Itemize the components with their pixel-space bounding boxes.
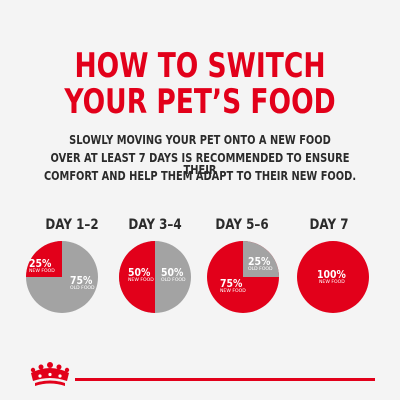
new-food-text: NEW FOOD — [220, 289, 246, 294]
pie-chart-4 — [297, 241, 369, 313]
new-food-percent: 25% — [29, 257, 52, 270]
royal-canin-crown-icon — [27, 359, 73, 387]
day-label-2: DAY 3–4 — [128, 217, 182, 233]
pie-day-7: 100% NEW FOOD — [297, 241, 369, 313]
new-food-percent: 50% — [128, 266, 151, 279]
intro-line-2: OVER AT LEAST 7 DAYS IS RECOMMENDED TO E… — [50, 151, 350, 177]
pie-chart-2 — [119, 241, 191, 313]
old-food-percent: 75% — [70, 274, 93, 287]
day-label-3: DAY 5–6 — [215, 217, 269, 233]
new-food-segment — [119, 241, 155, 313]
footer-divider — [75, 378, 375, 381]
old-food-text: OLD FOOD — [248, 267, 273, 272]
pie-day-3-4: 50% NEW FOOD 50% OLD FOOD — [119, 241, 191, 313]
old-food-text: OLD FOOD — [161, 278, 186, 283]
old-food-segment — [243, 241, 279, 277]
old-food-percent: 50% — [161, 266, 184, 279]
intro-line-3: COMFORT AND HELP THEM ADAPT TO THEIR NEW… — [43, 169, 357, 183]
new-food-text: NEW FOOD — [319, 280, 345, 285]
pie-chart-3 — [207, 241, 279, 313]
new-food-percent: 75% — [220, 277, 243, 290]
old-food-percent: 25% — [248, 255, 271, 268]
pie-day-1-2: 25% NEW FOOD 75% OLD FOOD — [26, 241, 98, 313]
day-label-1: DAY 1–2 — [45, 217, 99, 233]
intro-line-1: SLOWLY MOVING YOUR PET ONTO A NEW FOOD — [69, 133, 331, 147]
pie-chart-1 — [26, 241, 98, 313]
new-food-text: NEW FOOD — [29, 269, 55, 274]
new-food-text: NEW FOOD — [128, 278, 154, 283]
new-food-segment — [297, 241, 369, 313]
day-label-4: DAY 7 — [309, 217, 349, 233]
new-food-segment — [26, 241, 62, 277]
old-food-text: OLD FOOD — [70, 286, 95, 291]
title-line-1: HOW TO SWITCH — [74, 46, 326, 86]
title-line-2: YOUR PET’S FOOD — [64, 82, 336, 122]
new-food-percent: 100% — [317, 268, 346, 281]
pie-day-5-6: 25% OLD FOOD 75% NEW FOOD — [207, 241, 279, 313]
